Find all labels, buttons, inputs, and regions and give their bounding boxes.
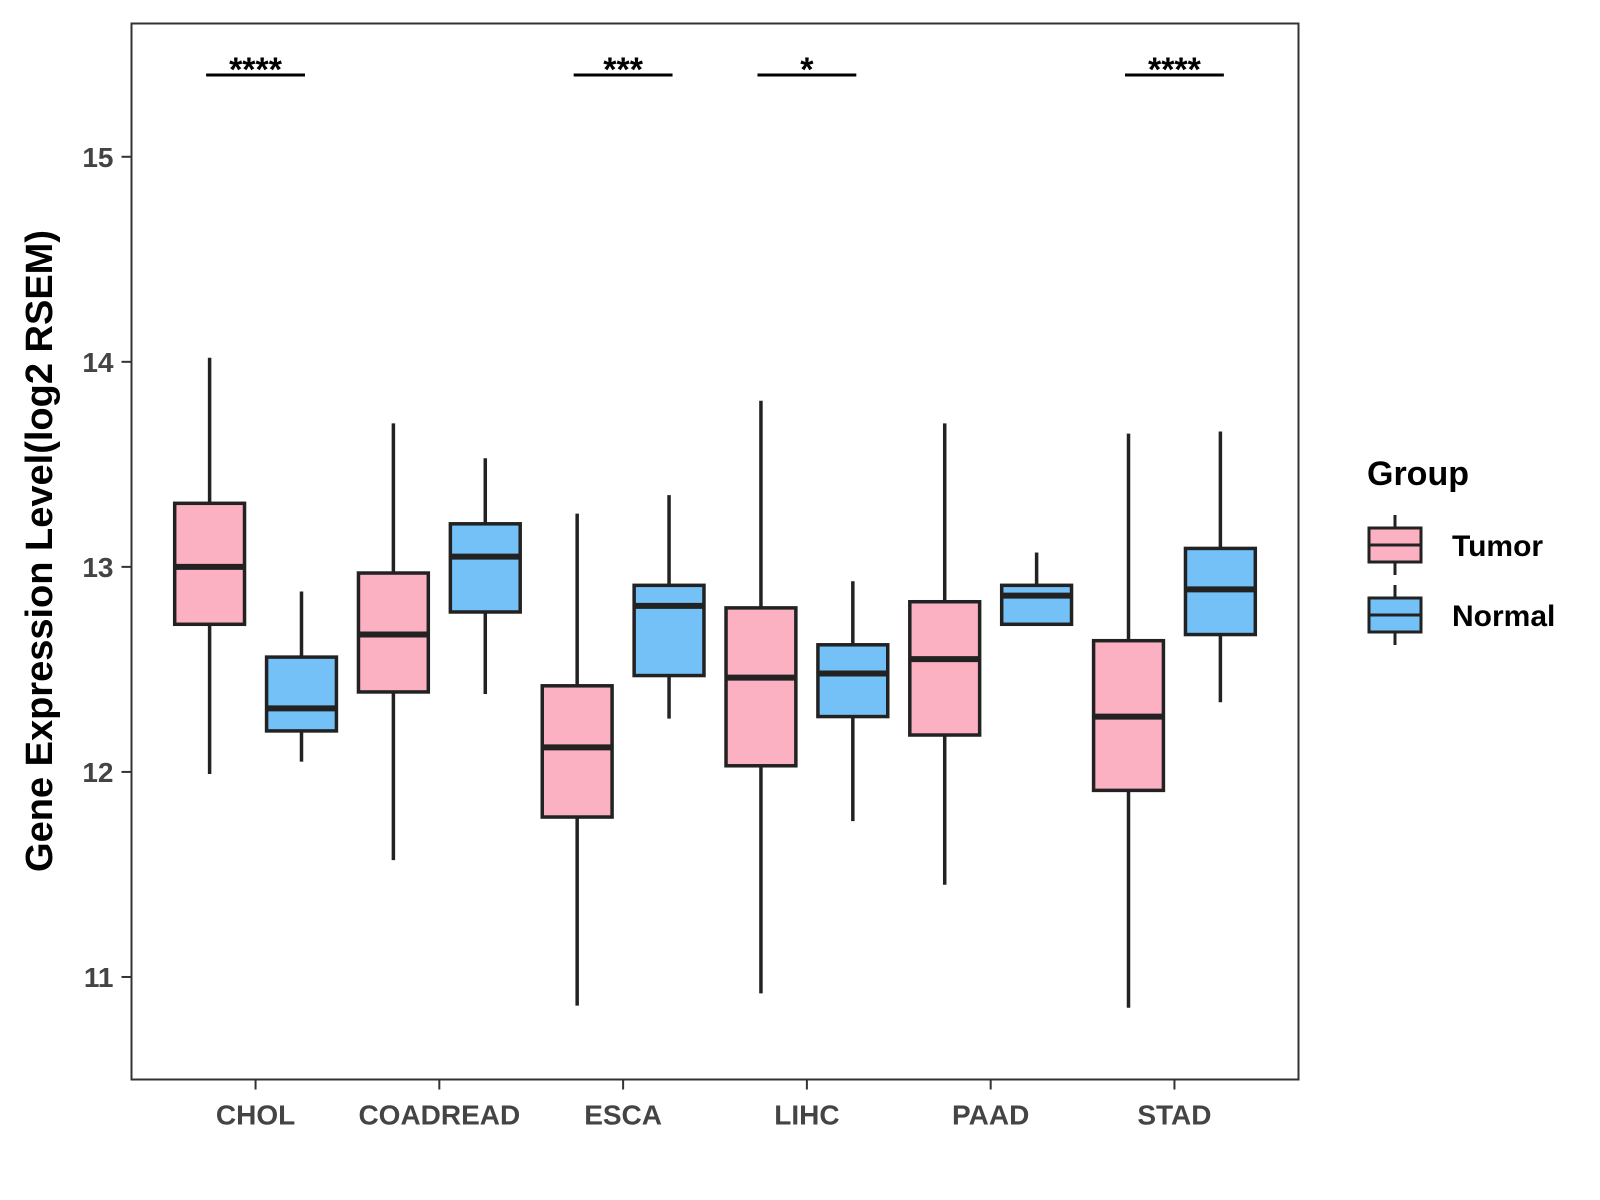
- significance-label: ****: [1148, 51, 1202, 89]
- box-normal-lihc: [816, 581, 890, 822]
- box-normal-esca: [632, 495, 706, 719]
- box-body: [632, 583, 706, 678]
- box-tumor-esca: [540, 513, 614, 1006]
- legend-entry-tumor: Tumor: [1367, 515, 1543, 575]
- y-tick-label: 15: [82, 142, 113, 173]
- box-body: [999, 583, 1074, 627]
- x-tick-label: PAAD: [952, 1100, 1029, 1131]
- legend: Group Tumor Normal: [1367, 455, 1555, 645]
- y-tick-label: 12: [82, 757, 113, 788]
- box-tumor-coadread: [356, 423, 431, 861]
- box-tumor-stad: [1091, 433, 1166, 1008]
- y-tick-label: 11: [84, 962, 114, 993]
- significance-label: ****: [229, 51, 283, 89]
- box-body: [264, 655, 339, 733]
- legend-entry-label: Normal: [1452, 600, 1555, 633]
- box-tumor-paad: [908, 423, 982, 885]
- box-normal-stad: [1183, 431, 1258, 703]
- box-body: [724, 606, 798, 768]
- boxes-layer: [172, 357, 1258, 1008]
- y-axis: 11 12 13 14 15: [82, 142, 132, 993]
- legend-entry-label: Tumor: [1452, 530, 1543, 563]
- box-body: [540, 684, 614, 819]
- y-axis-title: Gene Expression Level(log2 RSEM): [19, 230, 61, 872]
- plot-panel-border: [130, 22, 1300, 1081]
- significance-label: ***: [603, 51, 643, 89]
- box-body: [448, 522, 522, 614]
- y-tick-label: 14: [82, 347, 114, 378]
- box-tumor-chol: [172, 357, 247, 774]
- x-tick-label: ESCA: [584, 1100, 662, 1131]
- box-normal-paad: [999, 552, 1074, 627]
- legend-entry-normal: Normal: [1367, 585, 1555, 645]
- significance-annotations: **** *** * ****: [206, 51, 1224, 89]
- box-body: [172, 501, 247, 627]
- x-tick-label: CHOL: [216, 1100, 295, 1131]
- box-body: [908, 599, 982, 737]
- box-body: [816, 643, 890, 719]
- x-tick-label: STAD: [1137, 1100, 1211, 1131]
- significance-label: *: [800, 51, 814, 89]
- box-tumor-lihc: [724, 400, 798, 994]
- x-tick-label: LIHC: [774, 1100, 839, 1131]
- legend-title: Group: [1367, 455, 1469, 493]
- y-tick-label: 13: [82, 552, 113, 583]
- x-axis: CHOL COADREAD ESCA LIHC PAAD STAD: [216, 1079, 1212, 1131]
- box-normal-coadread: [448, 458, 522, 695]
- x-tick-label: COADREAD: [358, 1100, 520, 1131]
- box-normal-chol: [264, 591, 339, 762]
